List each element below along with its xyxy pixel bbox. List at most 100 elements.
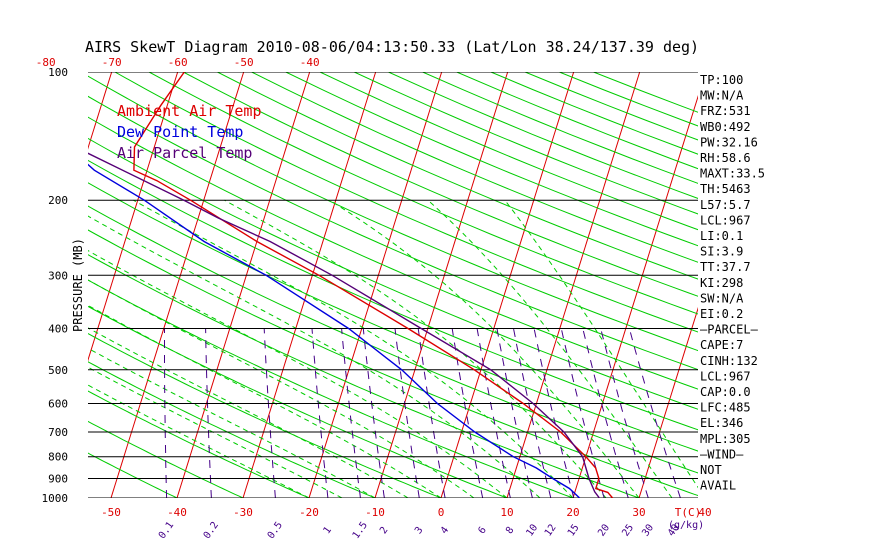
- moist-adiabat-line: [88, 215, 541, 498]
- dry-adiabat-line: [319, 72, 698, 231]
- mixing-ratio-line: [513, 328, 552, 498]
- stat-item: KI:298: [700, 276, 743, 290]
- pressure-tick-label: 600: [48, 397, 68, 410]
- dry-adiabat-line: [285, 72, 698, 247]
- mixing-ratio-label: 8: [504, 525, 516, 536]
- bottom-temp-tick-label: -10: [365, 506, 385, 519]
- temp-unit-label: T(C): [675, 506, 702, 519]
- stat-item: PW:32.16: [700, 135, 758, 149]
- bottom-temp-tick-label: 30: [632, 506, 645, 519]
- stat-item: L57:5.7: [700, 198, 751, 212]
- top-temp-tick-label: -80: [36, 56, 56, 69]
- dry-adiabat-line: [490, 72, 698, 155]
- stat-item: TP:100: [700, 73, 743, 87]
- stat-item: SW:N/A: [700, 291, 744, 305]
- dry-adiabat-line: [88, 254, 640, 498]
- dry-adiabat-line: [88, 390, 310, 498]
- isotherm-line: [110, 72, 245, 498]
- dry-adiabat-line: [88, 279, 574, 498]
- stat-item: AVAIL: [700, 479, 736, 493]
- bottom-temp-tick-label: -20: [299, 506, 319, 519]
- mixing-ratio-line: [341, 328, 361, 498]
- stat-item: SI:3.9: [700, 245, 743, 259]
- isotherm-line: [242, 72, 377, 498]
- mixing-ratio-line: [205, 328, 212, 498]
- mixing-ratio-line: [582, 328, 629, 498]
- mixing-ratio-unit-label: (g/kg): [668, 520, 704, 531]
- legend-entry: Ambient Air Temp: [117, 102, 262, 120]
- stat-item: NOT: [700, 463, 722, 477]
- mixing-ratio-label: 12: [543, 522, 559, 538]
- dry-adiabat-line: [524, 72, 698, 141]
- pressure-tick-label: 900: [48, 473, 68, 486]
- dry-adiabat-line: [88, 332, 442, 498]
- dry-adiabat-line: [88, 205, 698, 474]
- pressure-tick-label: 700: [48, 426, 68, 439]
- pressure-tick-label: 200: [48, 194, 68, 207]
- mixing-ratio-line: [600, 328, 649, 498]
- mixing-ratio-label: 3: [413, 525, 425, 536]
- y-axis-label: PRESSURE (MB): [71, 238, 85, 332]
- top-temp-tick-label: -40: [300, 56, 320, 69]
- dry-adiabat-line: [88, 182, 698, 452]
- bottom-temp-tick-label: 0: [438, 506, 445, 519]
- mixing-ratio-label: 0.5: [266, 520, 285, 541]
- stat-item: EI:0.2: [700, 307, 743, 321]
- isotherm-line: [572, 94, 698, 498]
- top-temp-tick-label: -60: [168, 56, 188, 69]
- stat-item: WB0:492: [700, 120, 751, 134]
- mixing-ratio-label: 25: [620, 522, 636, 538]
- mixing-ratio-label: 30: [640, 522, 656, 538]
- bottom-temp-tick-label: -30: [233, 506, 253, 519]
- bottom-temp-tick-label: 20: [566, 506, 579, 519]
- dry-adiabat-line: [88, 75, 698, 352]
- mixing-ratio-label: 10: [524, 522, 540, 538]
- isotherm-line: [638, 306, 698, 498]
- moist-adiabat-line: [427, 199, 673, 498]
- bottom-temp-tick-label: 40: [698, 506, 711, 519]
- stat-item: MPL:305: [700, 432, 751, 446]
- dry-adiabat-line: [88, 116, 698, 390]
- pressure-tick-label: 100: [48, 66, 68, 79]
- pressure-tick-label: 500: [48, 364, 68, 377]
- stat-item: TH:5463: [700, 182, 751, 196]
- dry-adiabat-line: [88, 229, 698, 497]
- stat-item: LCL:967: [700, 213, 751, 227]
- stat-item: TT:37.7: [700, 260, 751, 274]
- stat-item: LI:0.1: [700, 229, 743, 243]
- dry-adiabat-line: [88, 159, 698, 431]
- stat-item: CAPE:7: [700, 338, 743, 352]
- mixing-ratio-label: 0.1: [157, 520, 176, 541]
- profile-line: [133, 72, 614, 498]
- mixing-ratio-label: 0.2: [202, 520, 221, 541]
- mixing-ratio-line: [533, 328, 575, 498]
- isotherm-line: [440, 72, 575, 498]
- mixing-ratio-label: 1.5: [351, 520, 370, 541]
- dry-adiabat-line: [114, 72, 698, 333]
- stat-item: LCL:967: [700, 369, 751, 383]
- bottom-temp-tick-label: -40: [167, 506, 187, 519]
- dry-adiabat-line: [422, 72, 698, 184]
- chart-title: AIRS SkewT Diagram 2010-08-06/04:13:50.3…: [85, 38, 699, 56]
- mixing-ratio-line: [311, 328, 329, 498]
- stat-item: MW:N/A: [700, 89, 744, 103]
- isotherm-line: [88, 72, 179, 362]
- isotherm-line: [308, 72, 443, 498]
- mixing-ratio-label: 15: [566, 522, 582, 538]
- stat-item: —PARCEL—: [700, 323, 759, 337]
- dry-adiabat-line: [88, 305, 508, 498]
- moist-adiabat-line: [88, 279, 475, 498]
- isotherm-line: [88, 72, 113, 150]
- stat-item: MAXT:33.5: [700, 167, 765, 181]
- isotherm-line: [0, 72, 46, 498]
- stat-item: —WIND—: [700, 447, 744, 461]
- stat-item: CINH:132: [700, 354, 758, 368]
- dry-adiabat-line: [88, 95, 698, 371]
- mixing-ratio-line: [394, 328, 420, 498]
- dry-adiabat-line: [251, 72, 698, 263]
- mixing-ratio-label: 1: [322, 525, 334, 536]
- dry-adiabat-line: [88, 137, 698, 410]
- moist-adiabat-line: [88, 347, 376, 498]
- legend-entry: Air Parcel Temp: [117, 144, 252, 162]
- pressure-tick-label: 1000: [42, 492, 69, 505]
